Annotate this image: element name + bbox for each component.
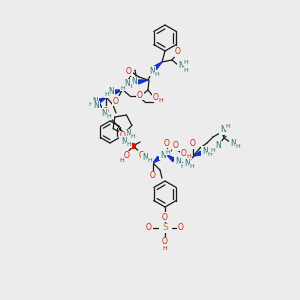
Text: H: H [181, 164, 185, 169]
Text: O: O [103, 106, 109, 116]
Text: O: O [153, 92, 159, 101]
Text: H: H [105, 92, 110, 98]
Text: O: O [137, 91, 143, 100]
Text: H: H [208, 152, 212, 158]
Text: N: N [220, 125, 226, 134]
Text: O: O [113, 97, 119, 106]
Text: H: H [236, 145, 240, 149]
Text: O: O [190, 140, 196, 148]
Text: H: H [121, 85, 125, 91]
Text: N: N [93, 101, 99, 110]
Text: H: H [184, 61, 188, 65]
Text: N: N [131, 77, 137, 86]
Text: O: O [126, 67, 132, 76]
Text: H: H [184, 68, 188, 73]
Text: N: N [121, 136, 127, 146]
Text: O: O [120, 131, 126, 140]
Text: H: H [163, 247, 167, 251]
Text: O: O [150, 172, 156, 181]
Polygon shape [115, 90, 122, 94]
Text: O: O [162, 238, 168, 247]
Text: N: N [125, 130, 131, 139]
Text: H: H [127, 142, 131, 148]
Text: O: O [124, 152, 130, 160]
Polygon shape [98, 98, 106, 103]
Text: H: H [128, 83, 132, 88]
Text: N: N [92, 97, 98, 106]
Polygon shape [153, 157, 160, 163]
Text: O: O [175, 47, 181, 56]
Text: N: N [142, 152, 148, 161]
Polygon shape [154, 62, 162, 70]
Text: N: N [124, 80, 130, 88]
Polygon shape [194, 151, 202, 156]
Text: H: H [154, 73, 159, 77]
Text: O: O [162, 212, 168, 221]
Text: N: N [215, 142, 221, 151]
Text: H: H [211, 148, 215, 152]
Text: H: H [226, 124, 230, 130]
Text: H: H [148, 158, 152, 164]
Text: H: H [190, 164, 194, 169]
Text: S: S [162, 224, 168, 232]
Text: H: H [166, 149, 170, 154]
Text: H: H [106, 115, 111, 119]
Text: N: N [160, 151, 166, 160]
Text: O: O [139, 151, 145, 160]
Text: H: H [159, 98, 164, 103]
Text: N: N [175, 158, 181, 166]
Text: O: O [164, 139, 170, 148]
Text: O: O [173, 142, 179, 151]
Polygon shape [138, 80, 148, 84]
Text: N: N [202, 146, 208, 155]
Text: N: N [101, 109, 107, 118]
Text: O: O [178, 224, 184, 232]
Polygon shape [167, 155, 175, 162]
Text: N: N [178, 61, 184, 70]
Text: O: O [146, 224, 152, 232]
Circle shape [130, 143, 136, 148]
Text: N: N [230, 139, 236, 148]
Text: O: O [181, 148, 187, 158]
Text: H: H [187, 154, 191, 158]
Text: N: N [184, 158, 190, 167]
Text: H: H [130, 134, 135, 140]
Text: N: N [149, 67, 155, 76]
Text: H: H [88, 103, 93, 107]
Text: H: H [120, 158, 124, 163]
Text: N: N [108, 86, 114, 95]
